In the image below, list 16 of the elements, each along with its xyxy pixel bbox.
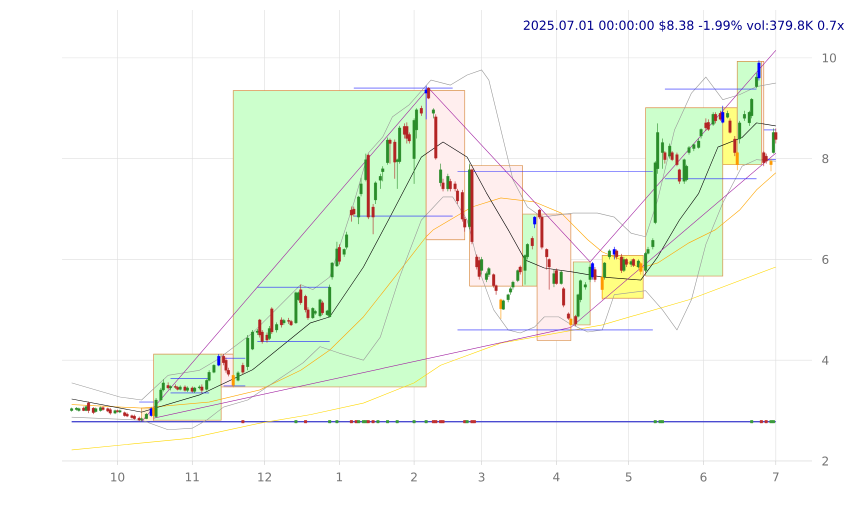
x-tick-label: 6 bbox=[700, 472, 707, 482]
x-tick-label: 10 bbox=[111, 472, 124, 482]
x-tick-label: 7 bbox=[772, 472, 779, 482]
text: 2025.07.01 00:00:00 $8.38 -1.99% vol:379.8K 0.7x bbox=[524, 20, 844, 32]
x-tick-label: 4 bbox=[553, 472, 560, 482]
y-tick-label: 8 bbox=[822, 154, 828, 164]
x-tick-label: 2 bbox=[411, 472, 417, 482]
y-tick-label: 4 bbox=[822, 356, 828, 365]
x-tick-label: 3 bbox=[478, 472, 484, 482]
y-tick-label: 6 bbox=[822, 254, 828, 264]
y-tick-label: 2 bbox=[822, 456, 828, 466]
x-tick-label: 1 bbox=[336, 472, 342, 482]
x-tick-label: 12 bbox=[258, 472, 272, 482]
x-tick-label: 11 bbox=[186, 472, 199, 482]
y-tick-label: 10 bbox=[822, 53, 836, 62]
x-tick-label: 5 bbox=[626, 472, 632, 482]
